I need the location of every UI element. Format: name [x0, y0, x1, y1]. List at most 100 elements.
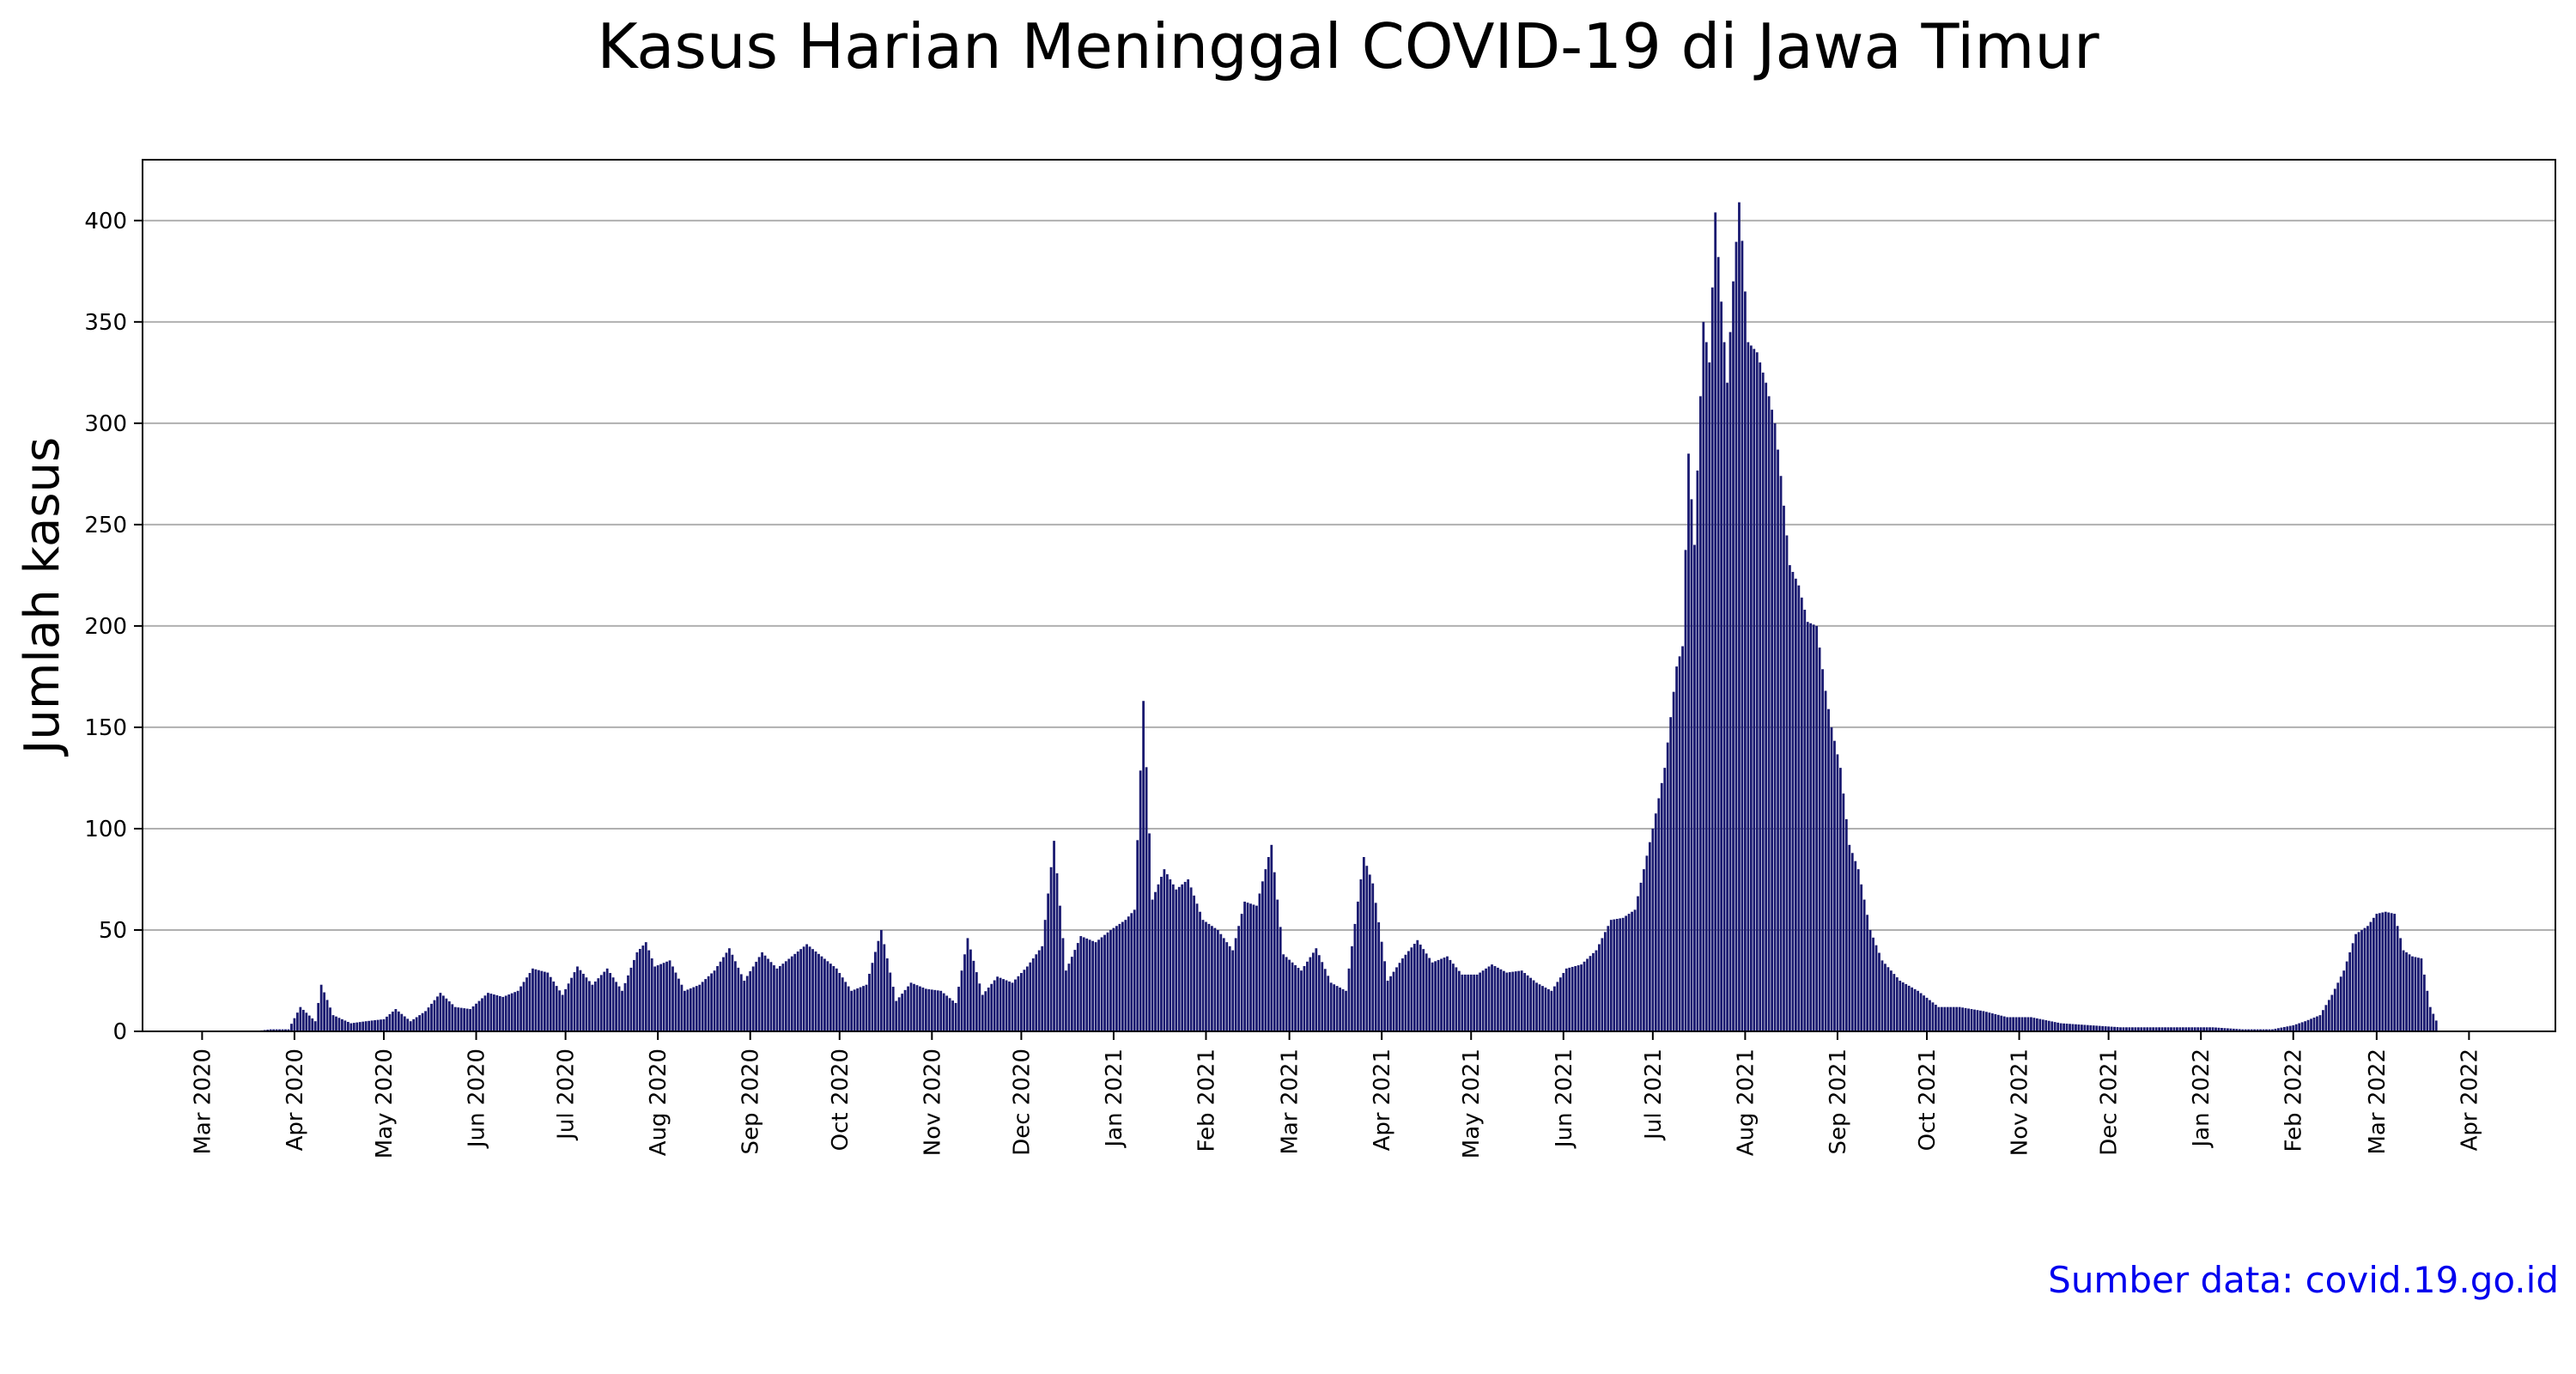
bar: [945, 995, 949, 1031]
bar: [1473, 974, 1476, 1031]
bar: [1353, 923, 1357, 1031]
bar: [1651, 828, 1655, 1031]
bar: [1333, 984, 1336, 1031]
bar: [924, 988, 927, 1031]
x-tick-label: Jan 2022: [2189, 1049, 2215, 1149]
bar: [2393, 914, 2397, 1031]
bar: [883, 944, 886, 1031]
bar: [1041, 945, 1044, 1031]
x-tick-label: Dec 2020: [1009, 1049, 1035, 1156]
bar: [1505, 972, 1509, 1031]
bar: [990, 983, 993, 1031]
bar: [2402, 950, 2405, 1031]
bar: [1237, 926, 1241, 1031]
bar: [1586, 958, 1589, 1031]
bar: [1598, 944, 1601, 1031]
bar: [1371, 883, 1375, 1031]
bar: [1589, 956, 1592, 1031]
bar: [2032, 1018, 2036, 1031]
bar: [957, 987, 960, 1031]
bar: [1171, 884, 1175, 1031]
bar: [2140, 1027, 2143, 1031]
bar: [722, 957, 725, 1031]
bar: [1008, 981, 1011, 1031]
bar: [1833, 740, 1836, 1031]
bar: [2399, 938, 2402, 1031]
bar: [1395, 967, 1398, 1031]
bar: [2324, 1005, 2328, 1031]
bar: [826, 961, 829, 1031]
bar: [1011, 982, 1014, 1031]
bar: [1639, 882, 1643, 1031]
bar: [2408, 954, 2411, 1031]
bar: [2276, 1028, 2280, 1031]
x-tick-label: Sep 2020: [738, 1049, 764, 1154]
bar: [2271, 1029, 2274, 1031]
bar: [751, 966, 755, 1031]
bar: [1368, 874, 1371, 1031]
bar: [737, 967, 740, 1031]
bar: [668, 960, 671, 1031]
bar: [1562, 973, 1565, 1031]
bar: [1151, 899, 1154, 1031]
bar: [790, 956, 793, 1031]
bar: [412, 1018, 416, 1031]
bar: [1955, 1006, 1959, 1031]
bar: [1059, 905, 1061, 1031]
bar: [719, 961, 722, 1031]
bar: [269, 1029, 272, 1031]
bar: [1169, 879, 1172, 1031]
bar: [1609, 920, 1613, 1031]
bar: [1255, 905, 1258, 1031]
bar: [1812, 624, 1815, 1031]
bar: [498, 995, 501, 1031]
bar: [558, 990, 562, 1031]
bar: [2354, 933, 2357, 1031]
bar: [779, 965, 781, 1031]
bar: [2101, 1025, 2105, 1031]
bar: [704, 979, 708, 1031]
bar: [1455, 967, 1458, 1031]
bar: [2318, 1015, 2322, 1031]
bar: [1017, 976, 1020, 1031]
bar: [307, 1015, 311, 1031]
bar: [987, 988, 990, 1031]
bar: [1469, 974, 1473, 1031]
bar: [1708, 362, 1711, 1031]
y-tick-label: 350: [84, 310, 127, 336]
bar: [903, 989, 907, 1031]
bar: [647, 950, 651, 1031]
bar: [725, 952, 728, 1031]
bar: [459, 1007, 463, 1031]
bar: [1868, 929, 1872, 1031]
x-tick-label: Jun 2021: [1552, 1049, 1577, 1149]
bar: [1291, 962, 1294, 1031]
bar: [2381, 912, 2385, 1031]
bar: [755, 961, 758, 1031]
bar: [698, 984, 702, 1031]
bar: [1258, 893, 1261, 1031]
bar: [1675, 666, 1678, 1031]
bar: [483, 995, 487, 1031]
bar: [623, 982, 627, 1031]
bar: [627, 975, 629, 1031]
bar: [1722, 342, 1726, 1031]
bar: [731, 954, 734, 1031]
bar: [629, 967, 633, 1031]
bar: [1359, 879, 1363, 1031]
bar: [2235, 1029, 2239, 1031]
x-tick-label: Jul 2020: [554, 1049, 580, 1141]
bar: [1240, 914, 1243, 1031]
bar: [355, 1022, 359, 1031]
bar: [1821, 669, 1824, 1031]
bar: [1558, 977, 1562, 1031]
bar: [2405, 951, 2408, 1031]
bar: [2026, 1017, 2030, 1031]
bar: [430, 1003, 433, 1031]
bar: [865, 984, 868, 1031]
bar: [1952, 1006, 1955, 1031]
bar: [981, 994, 984, 1031]
bar: [2122, 1027, 2125, 1031]
bar: [1416, 939, 1419, 1031]
bar: [534, 969, 538, 1031]
